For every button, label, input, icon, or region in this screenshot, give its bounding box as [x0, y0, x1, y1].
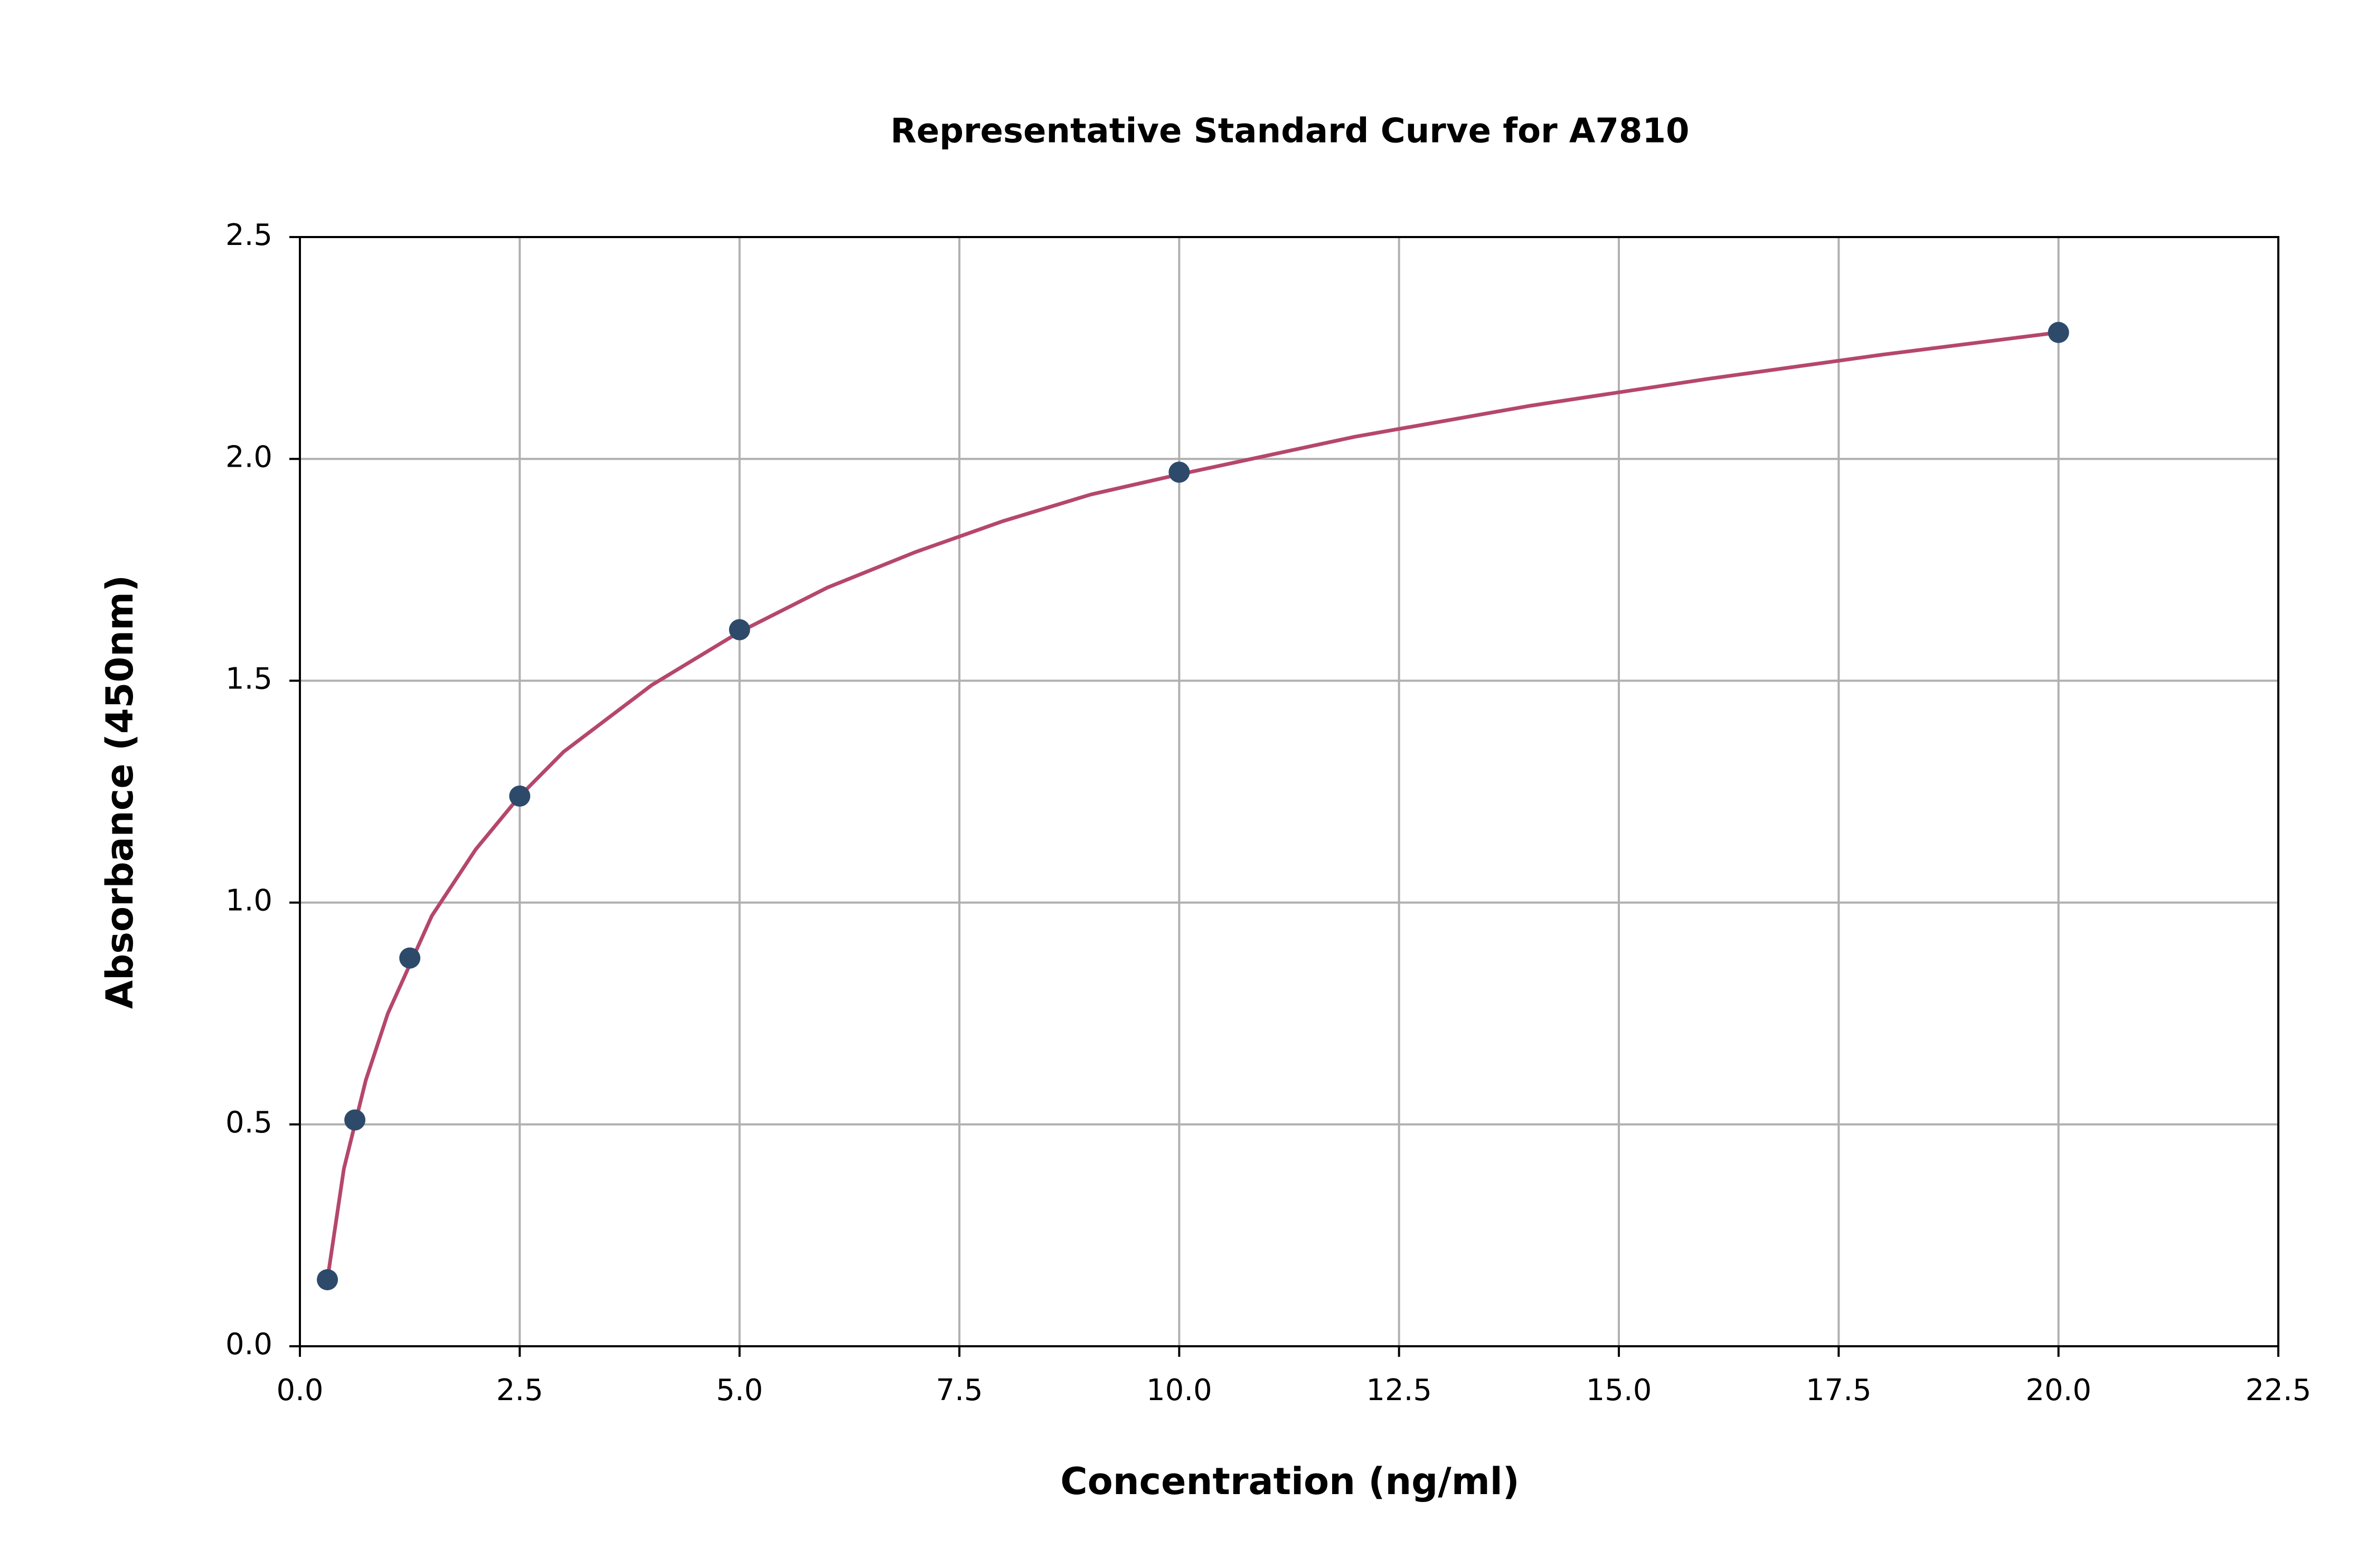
data-point	[344, 1109, 366, 1131]
x-tick-label: 15.0	[1586, 1373, 1652, 1408]
fit-curve	[325, 330, 2059, 1280]
data-point	[1168, 461, 1190, 483]
data-point	[729, 619, 750, 640]
y-tick-label: 1.0	[225, 884, 272, 918]
data-point	[399, 947, 421, 969]
y-axis-label: Absorbance (450nm)	[98, 575, 142, 1009]
x-tick-label: 17.5	[1806, 1373, 1872, 1408]
x-tick-label: 22.5	[2246, 1373, 2312, 1408]
chart-title: Representative Standard Curve for A7810	[890, 112, 1689, 151]
data-point	[2048, 322, 2069, 343]
plot-frame	[299, 236, 2279, 1347]
x-tick-label: 10.0	[1146, 1373, 1212, 1408]
y-tick-label: 2.0	[225, 440, 272, 474]
data-point	[317, 1269, 338, 1290]
x-tick-label: 2.5	[496, 1373, 543, 1408]
y-tick-label: 2.5	[225, 218, 272, 252]
x-tick-label: 20.0	[2025, 1373, 2091, 1408]
y-tick-label: 0.0	[225, 1327, 272, 1362]
x-tick-label: 12.5	[1366, 1373, 1432, 1408]
x-axis-label: Concentration (ng/ml)	[1060, 1460, 1520, 1503]
y-tick-label: 0.5	[225, 1106, 272, 1140]
x-tick-label: 7.5	[936, 1373, 983, 1408]
data-point	[509, 785, 531, 807]
x-tick-label: 5.0	[716, 1373, 763, 1408]
x-tick-label: 0.0	[276, 1373, 323, 1408]
y-tick-label: 1.5	[225, 662, 272, 696]
